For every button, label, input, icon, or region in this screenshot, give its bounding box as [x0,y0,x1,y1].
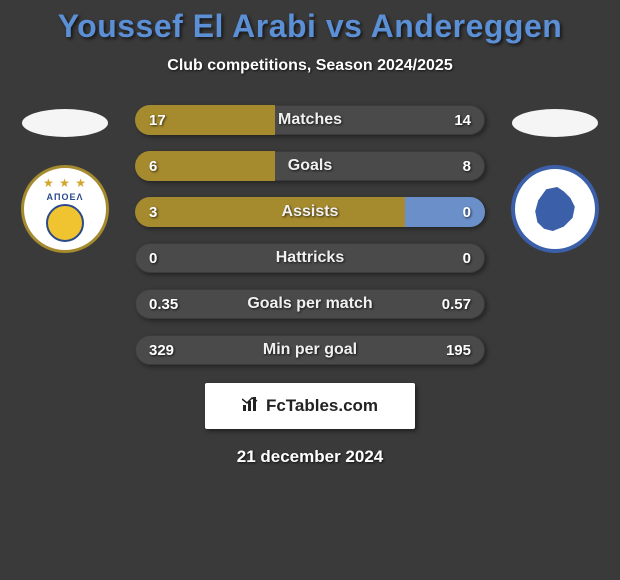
player-photo-placeholder-right [512,109,598,137]
stat-label: Assists [135,197,485,227]
stat-bar: 329195Min per goal [135,335,485,365]
club-badge-right [511,165,599,253]
stat-bar: 00Hattricks [135,243,485,273]
left-player-column: ★ ★ ★ ΑΠΟΕΛ [15,105,115,253]
stat-bar: 30Assists [135,197,485,227]
chart-icon [242,396,260,417]
stat-label: Matches [135,105,485,135]
comparison-infographic: Youssef El Arabi vs Andereggen Club comp… [0,0,620,467]
page-title: Youssef El Arabi vs Andereggen [0,8,620,45]
stat-label: Goals per match [135,289,485,319]
date-text: 21 december 2024 [0,447,620,467]
stat-bar: 68Goals [135,151,485,181]
stat-label: Min per goal [135,335,485,365]
club-name-left: ΑΠΟΕΛ [46,192,83,202]
stats-bars: 1714Matches 68Goals 30Assists 00Hattricks 0.… [135,105,485,365]
club-badge-left: ★ ★ ★ ΑΠΟΕΛ [21,165,109,253]
map-silhouette-icon [533,187,577,231]
main-row: ★ ★ ★ ΑΠΟΕΛ 1714Matches 68Goals 30Assists 0… [0,105,620,365]
source-site: FcTables.com [266,396,378,416]
page-subtitle: Club competitions, Season 2024/2025 [0,57,620,75]
right-player-column [505,105,605,253]
stat-bar: 0.350.57Goals per match [135,289,485,319]
stars-icon: ★ ★ ★ [43,176,87,190]
stat-label: Hattricks [135,243,485,273]
source-badge: FcTables.com [205,383,415,429]
stat-label: Goals [135,151,485,181]
badge-circle-icon [46,204,84,242]
stat-bar: 1714Matches [135,105,485,135]
player-photo-placeholder-left [22,109,108,137]
